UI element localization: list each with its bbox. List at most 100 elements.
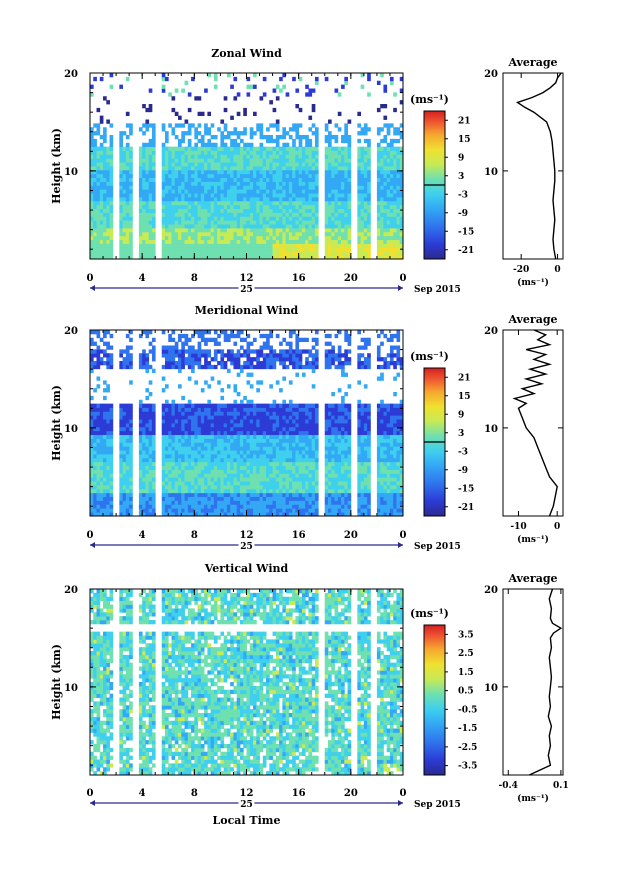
heatmap-cell xyxy=(149,466,153,470)
heatmap-cell xyxy=(178,247,182,251)
heatmap-cell xyxy=(204,236,208,240)
heatmap-cell xyxy=(188,127,192,131)
heatmap-cell xyxy=(269,244,273,248)
heatmap-cell xyxy=(168,458,172,462)
y-tick-label: 10 xyxy=(64,167,78,178)
heatmap-field xyxy=(90,330,403,516)
heatmap-cell xyxy=(227,197,231,201)
heatmap-cell xyxy=(129,247,133,251)
heatmap-cell xyxy=(211,147,215,151)
heatmap-cell xyxy=(97,485,101,489)
heatmap-cell xyxy=(110,508,114,512)
heatmap-cell xyxy=(194,404,198,408)
heatmap-cell xyxy=(139,481,143,485)
heatmap-cell xyxy=(279,439,283,443)
heatmap-cell xyxy=(172,197,176,201)
heatmap-cell xyxy=(165,411,169,415)
heatmap-cell xyxy=(162,174,166,178)
heatmap-cell xyxy=(172,205,176,209)
heatmap-cell xyxy=(201,353,205,357)
heatmap-cell xyxy=(256,193,260,197)
heatmap-cell xyxy=(289,251,293,255)
heatmap-cell xyxy=(217,415,221,419)
heatmap-cell xyxy=(204,497,208,501)
heatmap-cell xyxy=(201,162,205,166)
heatmap-cell xyxy=(201,493,205,497)
heatmap-cell xyxy=(315,170,319,174)
heatmap-cell xyxy=(220,485,224,489)
heatmap-cell xyxy=(217,158,221,162)
heatmap-cell xyxy=(250,462,254,466)
heatmap-cell xyxy=(149,244,153,248)
heatmap-cell xyxy=(201,240,205,244)
heatmap-cell xyxy=(279,408,283,412)
heatmap-cell xyxy=(214,213,218,217)
heatmap-cell xyxy=(233,431,237,435)
heatmap-cell xyxy=(292,205,296,209)
heatmap-cell xyxy=(279,349,283,353)
heatmap-cell xyxy=(139,361,143,365)
heatmap-cell xyxy=(305,216,309,220)
heatmap-cell xyxy=(185,244,189,248)
heatmap-cell xyxy=(149,216,153,220)
heatmap-cell xyxy=(188,439,192,443)
heatmap-cell xyxy=(142,209,146,213)
heatmap-cell xyxy=(266,228,270,232)
heatmap-cell xyxy=(162,477,166,481)
heatmap-cell xyxy=(341,197,345,201)
heatmap-cell xyxy=(341,162,345,166)
heatmap-cell xyxy=(315,135,319,139)
heatmap-cell xyxy=(331,166,335,170)
heatmap-cell xyxy=(237,247,241,251)
heatmap-cell xyxy=(240,240,244,244)
heatmap-cell xyxy=(207,240,211,244)
heatmap-cell xyxy=(396,205,400,209)
heatmap-cell xyxy=(198,485,202,489)
heatmap-cell xyxy=(230,131,234,135)
heatmap-cell xyxy=(348,247,352,251)
heatmap-cell xyxy=(289,450,293,454)
heatmap-cell xyxy=(335,228,339,232)
heatmap-cell xyxy=(338,224,342,228)
heatmap-cell xyxy=(282,504,286,508)
heatmap-cell xyxy=(250,240,254,244)
heatmap-cell xyxy=(263,408,267,412)
heatmap-cell xyxy=(312,185,316,189)
heatmap-cell xyxy=(276,166,280,170)
heatmap-cell xyxy=(139,454,143,458)
heatmap-cell xyxy=(282,400,286,404)
heatmap-cell xyxy=(162,404,166,408)
heatmap-cell xyxy=(97,158,101,162)
heatmap-cell xyxy=(295,197,299,201)
heatmap-cell xyxy=(289,220,293,224)
heatmap-cell xyxy=(90,174,94,178)
heatmap-cell xyxy=(214,458,218,462)
heatmap-cell xyxy=(129,462,133,466)
heatmap-cell xyxy=(123,182,127,186)
heatmap-cell xyxy=(387,247,391,251)
heatmap-cell xyxy=(260,135,264,139)
heatmap-cell xyxy=(299,236,303,240)
heatmap-cell xyxy=(393,154,397,158)
heatmap-cell xyxy=(279,224,283,228)
heatmap-cell xyxy=(207,205,211,209)
heatmap-cell xyxy=(198,139,202,143)
heatmap-cell xyxy=(380,170,384,174)
heatmap-cell xyxy=(266,216,270,220)
heatmap-cell xyxy=(145,158,149,162)
heatmap-cell xyxy=(269,178,273,182)
heatmap-cell xyxy=(201,501,205,505)
heatmap-cell xyxy=(194,353,198,357)
heatmap-cell xyxy=(247,143,251,147)
heatmap-cell xyxy=(276,154,280,158)
heatmap-cell xyxy=(214,330,218,334)
heatmap-cell xyxy=(387,166,391,170)
heatmap-cell xyxy=(185,232,189,236)
heatmap-cell xyxy=(367,147,371,151)
heatmap-cell xyxy=(172,158,176,162)
heatmap-cell xyxy=(312,209,316,213)
heatmap-cell xyxy=(276,462,280,466)
heatmap-cell xyxy=(93,349,97,353)
heatmap-cell xyxy=(396,228,400,232)
heatmap-cell xyxy=(240,162,244,166)
